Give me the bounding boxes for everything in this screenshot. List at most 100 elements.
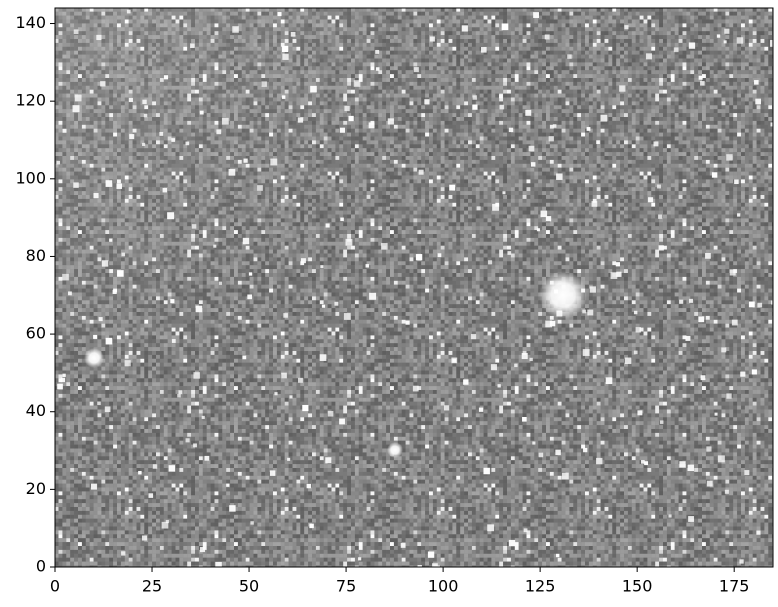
star [533,12,539,18]
star [302,405,308,411]
star [532,441,535,444]
star [282,54,288,60]
star [730,270,736,276]
x-tick-label: 100 [428,577,459,596]
star [770,40,777,47]
star [334,302,338,306]
y-tick-label: 60 [26,324,46,343]
star [701,375,706,380]
x-tick-label: 50 [239,577,259,596]
star [462,25,468,31]
star [153,464,158,469]
star [755,99,761,105]
y-tick-label: 100 [15,168,46,187]
star [99,317,103,321]
chart: 0255075100125150175020406080100120140 [0,0,778,607]
star [674,47,679,52]
star [172,339,176,343]
star [553,124,557,128]
star [549,136,554,141]
star [163,188,167,192]
star [117,270,124,277]
star [200,111,204,115]
star [185,142,189,146]
star [644,461,648,465]
star [587,127,591,131]
star [388,118,394,124]
star [57,384,63,390]
star [289,395,292,398]
star [340,218,344,222]
y-tick-label: 0 [36,557,46,576]
star [121,253,125,257]
star [68,291,72,295]
star [202,416,205,419]
star [229,505,235,511]
star [721,347,726,352]
star [387,442,403,458]
star [369,293,376,300]
star [740,372,745,377]
star [169,465,175,471]
star [325,457,331,463]
star [116,183,122,189]
star [354,80,361,87]
star [247,295,252,300]
y-tick-label: 40 [26,401,46,420]
star [706,446,711,451]
star [243,159,247,163]
star [754,80,759,85]
star [340,128,345,133]
star [541,211,548,218]
star [624,25,628,29]
star [193,443,197,447]
star [322,305,325,308]
page: {"chart_data": {"type": "image", "xlim":… [0,0,778,607]
star [226,484,229,487]
star [167,212,174,219]
x-tick-label: 75 [336,577,356,596]
star [296,480,300,484]
star [525,110,531,116]
star [492,204,499,211]
star [419,170,424,175]
star [583,349,590,356]
star [416,254,422,260]
star [113,290,117,294]
star [56,161,60,165]
star [73,182,78,187]
star [752,369,757,374]
image-glow [0,0,555,458]
star [200,547,205,552]
star [376,67,380,71]
star [96,35,101,40]
star [414,67,419,72]
star [369,122,375,128]
star [712,172,717,177]
star [91,484,97,490]
x-tick-label: 150 [622,577,653,596]
star [717,34,720,37]
star [659,245,664,250]
star [204,456,209,461]
star [270,159,277,166]
star [556,554,559,557]
star [193,372,199,378]
star [502,191,505,194]
star [127,10,131,14]
star [698,316,704,322]
x-tick-label: 25 [142,577,162,596]
star [522,417,527,422]
star [707,481,713,487]
star [756,531,760,535]
star [62,274,69,281]
star [488,260,492,264]
star [216,129,221,134]
star [507,251,511,255]
star [539,453,544,458]
y-tick-label: 120 [15,91,46,110]
star [679,461,685,467]
star [688,465,694,471]
star [62,374,65,377]
star [381,243,388,250]
